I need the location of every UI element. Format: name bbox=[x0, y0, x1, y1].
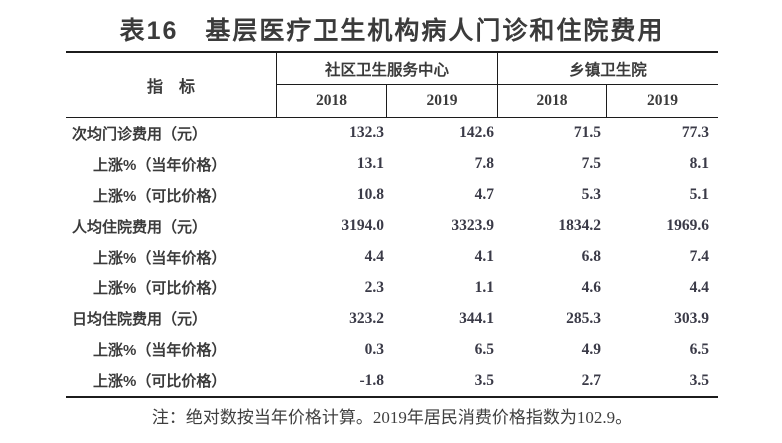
costs-table: 指 标 社区卫生服务中心 乡镇卫生院 2018 2019 2018 2019 次… bbox=[66, 51, 718, 399]
value-cell: 4.4 bbox=[364, 248, 384, 265]
value-cell: 10.8 bbox=[356, 186, 384, 204]
value-cell: 77.3 bbox=[681, 124, 709, 142]
row-label: 次均门诊费用（元） bbox=[72, 125, 208, 143]
value-cell: 4.4 bbox=[689, 278, 709, 296]
row-label: 上涨%（当年价格） bbox=[93, 156, 227, 174]
value-cell: 3194.0 bbox=[341, 217, 384, 235]
value-cell: 71.5 bbox=[573, 124, 601, 142]
value-cell: 6.5 bbox=[689, 340, 709, 358]
value-cell: 285.3 bbox=[566, 309, 601, 327]
page-title: 表16 基层医疗卫生机构病人门诊和住院费用 bbox=[119, 17, 665, 45]
value-cell: 4.7 bbox=[474, 186, 494, 204]
value-cell: 8.1 bbox=[689, 155, 709, 173]
row-label: 人均住院费用（元） bbox=[72, 218, 208, 236]
row-label: 日均住院费用（元） bbox=[72, 311, 208, 329]
row-label: 上涨%（可比价格） bbox=[93, 187, 227, 205]
value-cell: 7.4 bbox=[689, 248, 709, 265]
value-cell: 3.5 bbox=[474, 371, 494, 389]
value-cell: 4.9 bbox=[581, 340, 601, 358]
group-header-township-health-center: 乡镇卫生院 bbox=[498, 53, 718, 85]
value-cell: 13.1 bbox=[356, 155, 384, 173]
year-header-township-2018: 2018 bbox=[498, 85, 607, 118]
value-cell: 4.1 bbox=[474, 248, 494, 265]
value-cell: -1.8 bbox=[359, 371, 384, 389]
value-cell: 3323.9 bbox=[451, 217, 494, 235]
row-label: 上涨%（当年价格） bbox=[93, 342, 227, 360]
value-cell: 2.7 bbox=[581, 371, 601, 389]
footnote: 注：绝对数按当年价格计算。2019年居民消费价格指数为102.9。 bbox=[151, 408, 633, 427]
year-header-community-2018: 2018 bbox=[277, 85, 387, 118]
value-cell: 2.3 bbox=[364, 278, 384, 296]
value-cell: 5.1 bbox=[689, 186, 709, 204]
value-cell: 1834.2 bbox=[558, 217, 601, 235]
group-header-community-health-center: 社区卫生服务中心 bbox=[277, 53, 498, 85]
value-cell: 7.5 bbox=[581, 155, 601, 173]
row-label: 上涨%（当年价格） bbox=[93, 249, 227, 267]
value-cell: 1969.6 bbox=[666, 217, 709, 235]
indicator-column-header: 指 标 bbox=[66, 53, 277, 118]
value-cell: 303.9 bbox=[674, 309, 709, 327]
value-cell: 344.1 bbox=[459, 309, 494, 327]
value-cell: 7.8 bbox=[474, 155, 494, 173]
value-cell: 0.3 bbox=[364, 340, 384, 358]
value-cell: 6.5 bbox=[474, 340, 494, 358]
value-cell: 3.5 bbox=[689, 371, 709, 389]
value-cell: 1.1 bbox=[474, 278, 494, 296]
year-header-community-2019: 2019 bbox=[387, 85, 498, 118]
value-cell: 132.3 bbox=[349, 124, 384, 142]
value-cell: 6.8 bbox=[581, 248, 601, 265]
value-cell: 142.6 bbox=[459, 124, 494, 142]
value-cell: 5.3 bbox=[581, 186, 601, 204]
year-header-township-2019: 2019 bbox=[607, 85, 718, 118]
row-label: 上涨%（可比价格） bbox=[93, 373, 227, 391]
value-cell: 4.6 bbox=[581, 278, 601, 296]
row-label: 上涨%（可比价格） bbox=[93, 280, 227, 298]
value-cell: 323.2 bbox=[349, 309, 384, 327]
